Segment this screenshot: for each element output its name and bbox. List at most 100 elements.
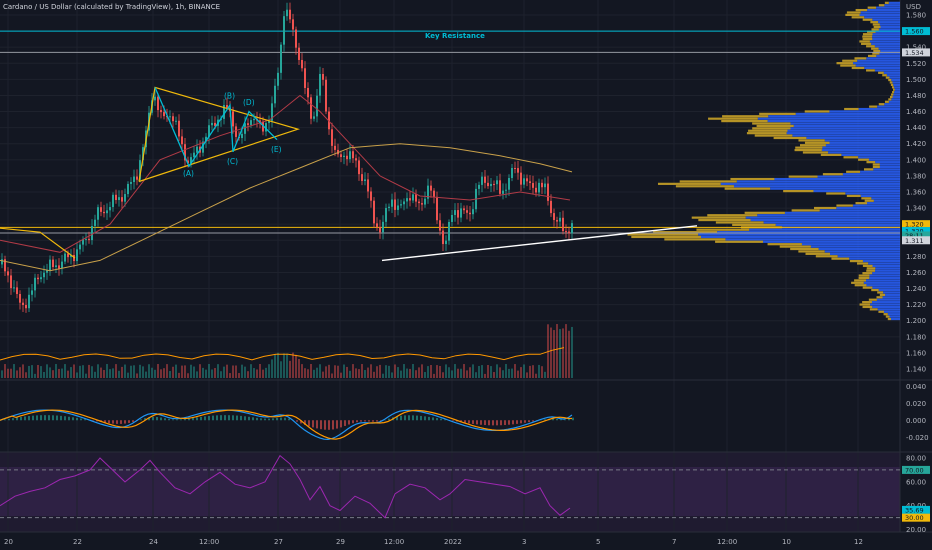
- candle-body: [184, 144, 186, 161]
- candle-body: [13, 287, 15, 289]
- macd-histogram-bar: [312, 420, 314, 428]
- volume-bar: [439, 365, 441, 378]
- candle-body: [379, 226, 381, 233]
- volume-bar: [334, 365, 336, 378]
- macd-histogram-bar: [40, 415, 42, 421]
- macd-histogram-bar: [76, 417, 78, 421]
- candle-body: [223, 105, 225, 119]
- macd-histogram-bar: [12, 418, 14, 421]
- volume-profile-bar: [885, 293, 900, 296]
- level-label: Key Resistance: [425, 32, 485, 40]
- candle-body: [43, 272, 45, 278]
- price-tick-label: 1.160: [906, 349, 926, 357]
- volume-profile-bar: [883, 71, 900, 74]
- candle-body: [433, 190, 435, 197]
- volume-bar: [148, 364, 150, 378]
- price-tick-label: 1.200: [906, 317, 926, 325]
- candle-body: [460, 208, 462, 218]
- volume-bar: [388, 365, 390, 378]
- volume-bar: [232, 365, 234, 378]
- volume-profile-bar: [889, 95, 893, 99]
- time-tick-label: 22: [73, 538, 82, 546]
- volume-profile-bar: [824, 250, 900, 253]
- price-badge: 1.534: [905, 49, 924, 57]
- volume-bar: [52, 370, 54, 378]
- volume-profile-bar: [870, 303, 900, 306]
- volume-profile-bar: [774, 177, 900, 181]
- price-tick-label: 1.440: [906, 124, 926, 132]
- volume-bar: [328, 364, 330, 378]
- candle-body: [319, 73, 321, 96]
- volume-profile-bar: [873, 168, 900, 171]
- macd-histogram-bar: [260, 418, 262, 421]
- macd-histogram-bar: [72, 417, 74, 421]
- volume-profile-bar: [836, 62, 853, 65]
- candle-body: [439, 220, 441, 231]
- candle-body: [112, 194, 114, 208]
- volume-bar: [34, 373, 36, 378]
- volume-profile-bar: [854, 57, 867, 60]
- candle-body: [124, 194, 126, 202]
- volume-profile-bar: [858, 274, 870, 277]
- volume-bar: [124, 364, 126, 378]
- candle-body: [355, 158, 357, 161]
- volume-profile-bar: [869, 276, 900, 280]
- candle-body: [373, 200, 375, 224]
- price-badge: 1.560: [905, 28, 924, 36]
- price-badge-background: [902, 220, 930, 229]
- macd-histogram-bar: [276, 417, 278, 421]
- macd-histogram-bar: [56, 415, 58, 421]
- candle-body: [400, 204, 402, 206]
- volume-profile-bar: [869, 308, 878, 311]
- candle-body: [37, 277, 39, 280]
- macd-histogram-bar: [512, 420, 514, 425]
- volume-profile-bar: [829, 141, 900, 144]
- candle-body: [130, 182, 132, 184]
- candle-body: [562, 217, 564, 232]
- volume-profile-bar: [866, 161, 876, 164]
- volume-bar: [562, 328, 564, 378]
- macd-histogram-bar: [344, 420, 346, 426]
- macd-histogram-bar: [508, 420, 510, 425]
- candle-body: [469, 212, 471, 215]
- candle-body: [52, 259, 54, 268]
- macd-histogram-bar: [340, 420, 342, 428]
- volume-profile-bar: [871, 47, 879, 50]
- volume-profile-bar: [860, 194, 900, 198]
- candle-body: [508, 178, 510, 190]
- volume-bar: [475, 372, 477, 378]
- volume-bar: [220, 371, 222, 378]
- macd-histogram-bar: [500, 420, 502, 426]
- volume-bar: [160, 369, 162, 378]
- volume-profile-bar: [884, 1, 889, 4]
- volume-profile-bar: [836, 204, 853, 207]
- macd-histogram-bar: [572, 417, 574, 421]
- volume-profile-bar: [744, 211, 785, 214]
- volume-profile-bar: [825, 144, 900, 147]
- candle-body: [154, 96, 156, 101]
- volume-bar: [565, 324, 567, 378]
- volume-bar: [352, 364, 354, 378]
- price-badge-background: [902, 27, 930, 36]
- volume-profile-bar: [696, 228, 750, 231]
- volume-profile-bar: [862, 272, 873, 275]
- price-tick-label: 1.480: [906, 92, 926, 100]
- volume-bar: [85, 373, 87, 378]
- macd-histogram-bar: [208, 415, 210, 421]
- volume-profile-bar: [889, 315, 900, 318]
- volume-profile-bar: [871, 197, 900, 200]
- volume-bar: [364, 370, 366, 378]
- candle-body: [505, 189, 507, 191]
- macd-histogram-bar: [264, 418, 266, 421]
- macd-histogram-bar: [432, 417, 434, 421]
- volume-profile-bar: [784, 211, 900, 214]
- candle-body: [529, 181, 531, 184]
- volume-bar: [424, 372, 426, 378]
- macd-histogram-bar: [272, 418, 274, 421]
- candle-body: [265, 123, 267, 132]
- volume-profile-bar: [732, 223, 776, 226]
- volume-bar: [508, 368, 510, 378]
- candle-body: [424, 198, 426, 205]
- macd-histogram-bar: [132, 420, 134, 422]
